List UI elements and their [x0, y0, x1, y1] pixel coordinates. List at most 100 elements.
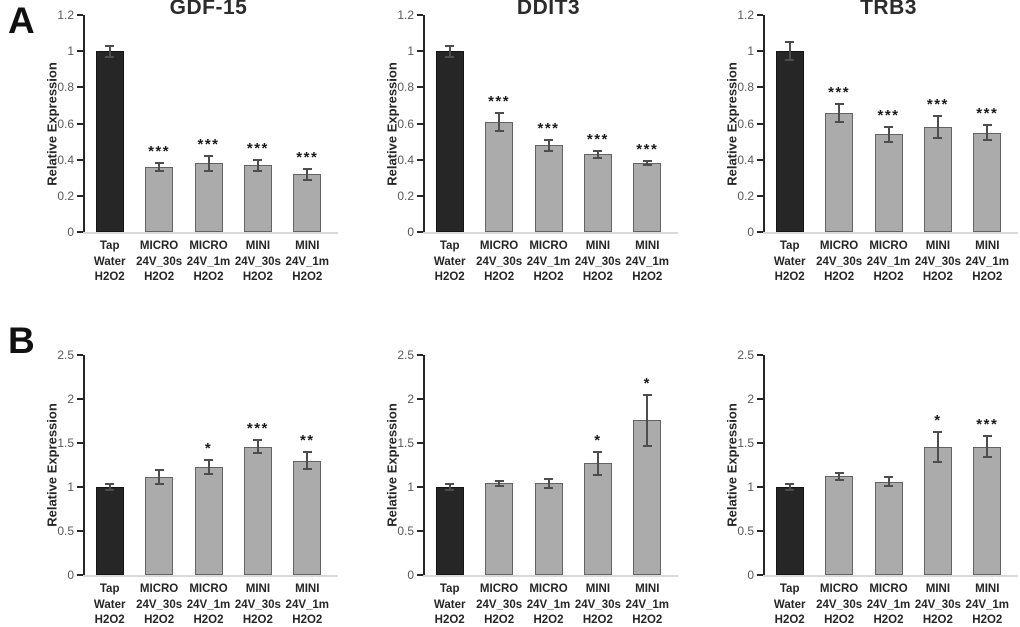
x-tick-label-line: MICRO: [479, 240, 519, 252]
y-tick-mark: [757, 86, 763, 89]
x-tick-label-line: H2O2: [582, 614, 613, 626]
bar: [95, 487, 124, 575]
y-tick-mark: [77, 354, 83, 356]
y-tick-mark: [757, 398, 763, 400]
y-tick-mark: [757, 122, 763, 125]
y-tick-label: 0.6: [737, 116, 754, 131]
y-tick-mark: [417, 50, 423, 53]
y-tick-label: 1: [407, 480, 414, 494]
x-axis: [763, 232, 1018, 234]
error-bar-cap-top: [982, 434, 992, 437]
bar: [293, 460, 322, 575]
significance-stars: ***: [197, 136, 220, 154]
chart-gdf15: GDF-15 Relative Expression 0 0.2 0.4 0.6 0.8…: [0, 0, 340, 310]
x-tick-label-line: H2O2: [193, 614, 224, 626]
x-tick-label-line: 24V_30s: [816, 598, 863, 611]
y-tick-mark: [77, 486, 83, 488]
x-tick-label-line: 24V_30s: [914, 598, 961, 611]
error-bar-cap-bottom: [154, 483, 164, 486]
bar: [874, 481, 903, 575]
error-bar-cap-top: [204, 458, 213, 461]
error-bar-cap-bottom: [302, 468, 312, 471]
x-tick-label-line: 24V_1m: [285, 598, 330, 611]
x-tick-label: MINI 24V_1m H2O2: [279, 239, 335, 286]
y-tick-mark: [757, 194, 763, 197]
y-tick-label: 2.5: [57, 348, 74, 362]
x-tick-label-line: MICRO: [189, 240, 228, 252]
x-tick-label-line: H2O2: [94, 271, 125, 283]
x-tick-label-line: H2O2: [533, 271, 564, 283]
error-bar-cap-top: [544, 478, 553, 481]
x-tick-label-line: H2O2: [873, 614, 904, 626]
x-tick-label: MINI 24V_30s H2O2: [910, 239, 966, 286]
error-bar-cap-bottom: [105, 55, 115, 58]
significance-stars: ***: [246, 139, 269, 157]
x-tick-label-line: MINI: [975, 583, 1000, 595]
x-tick-label-line: 24V_1m: [625, 598, 670, 611]
x-tick-label-line: 24V_30s: [816, 255, 863, 268]
x-tick-label-line: H2O2: [242, 271, 273, 283]
error-bar: [306, 451, 309, 470]
x-tick-label-line: MINI: [585, 240, 611, 252]
y-tick-label: 0.4: [737, 152, 754, 167]
y-tick-label: 0.2: [737, 188, 754, 203]
y-tick-label: 0: [407, 568, 414, 582]
x-tick-label: MICRO 24V_1m H2O2: [181, 239, 237, 286]
error-bar-cap-top: [642, 160, 652, 163]
bar: [775, 487, 804, 575]
x-tick-label-line: H2O2: [484, 614, 515, 626]
error-bar-cap-bottom: [302, 178, 312, 181]
x-tick-label: Tap Water H2O2: [422, 239, 478, 286]
y-tick-label: 2.5: [737, 348, 754, 362]
bar: [194, 466, 223, 575]
error-bar: [158, 470, 161, 485]
x-tick-label-line: H2O2: [242, 614, 273, 626]
error-bar-cap-top: [105, 483, 115, 486]
error-bar-cap-bottom: [884, 140, 893, 143]
x-tick-label-line: Water: [93, 255, 126, 268]
error-bar-cap-bottom: [544, 486, 553, 489]
y-tick-mark: [757, 354, 763, 356]
error-bar-cap-bottom: [834, 120, 844, 123]
x-tick-label: MINI 24V_30s H2O2: [230, 239, 286, 286]
x-tick-label-line: 24V_1m: [186, 598, 231, 611]
error-bar: [596, 150, 599, 158]
y-tick-label: 0.5: [397, 524, 414, 538]
error-bar-cap-top: [302, 167, 312, 170]
x-tick-label-line: 24V_30s: [136, 598, 183, 611]
error-bar: [547, 139, 550, 151]
x-tick-label-line: Tap: [439, 240, 460, 252]
y-tick-label: 1.2: [57, 8, 74, 22]
error-bar-cap-bottom: [785, 59, 795, 62]
y-tick-label: 0.2: [57, 188, 74, 203]
error-bar-cap-top: [253, 158, 263, 161]
x-tick-label-line: Tap: [779, 583, 800, 595]
x-tick-label-line: MICRO: [139, 583, 179, 595]
y-tick-mark: [757, 231, 763, 233]
bar: [145, 477, 174, 575]
y-tick-mark: [417, 486, 423, 488]
x-tick-label-line: H2O2: [144, 614, 175, 626]
error-bar: [986, 435, 989, 458]
error-bar-cap-top: [593, 149, 603, 152]
significance-stars: ***: [828, 83, 851, 101]
x-tick-label-line: MINI: [925, 583, 951, 595]
x-tick-label-line: H2O2: [292, 271, 323, 283]
significance-stars: ***: [537, 119, 560, 137]
error-bar-cap-top: [445, 483, 455, 486]
y-axis: [83, 355, 85, 575]
x-tick-label-line: 24V_30s: [234, 255, 281, 268]
bar: [485, 121, 514, 232]
x-tick-label-line: H2O2: [922, 614, 953, 626]
y-tick-label: 2: [407, 392, 414, 406]
error-bar-cap-bottom: [933, 461, 943, 464]
error-bar: [936, 116, 939, 138]
significance-stars: ***: [636, 141, 659, 159]
error-bar: [256, 440, 259, 453]
significance-stars: *: [204, 439, 213, 457]
error-bar-cap-bottom: [593, 156, 603, 159]
error-bar: [646, 394, 649, 446]
y-tick-mark: [417, 574, 423, 576]
y-tick-label: 1.5: [737, 436, 754, 450]
x-tick-label-line: MICRO: [189, 583, 228, 595]
